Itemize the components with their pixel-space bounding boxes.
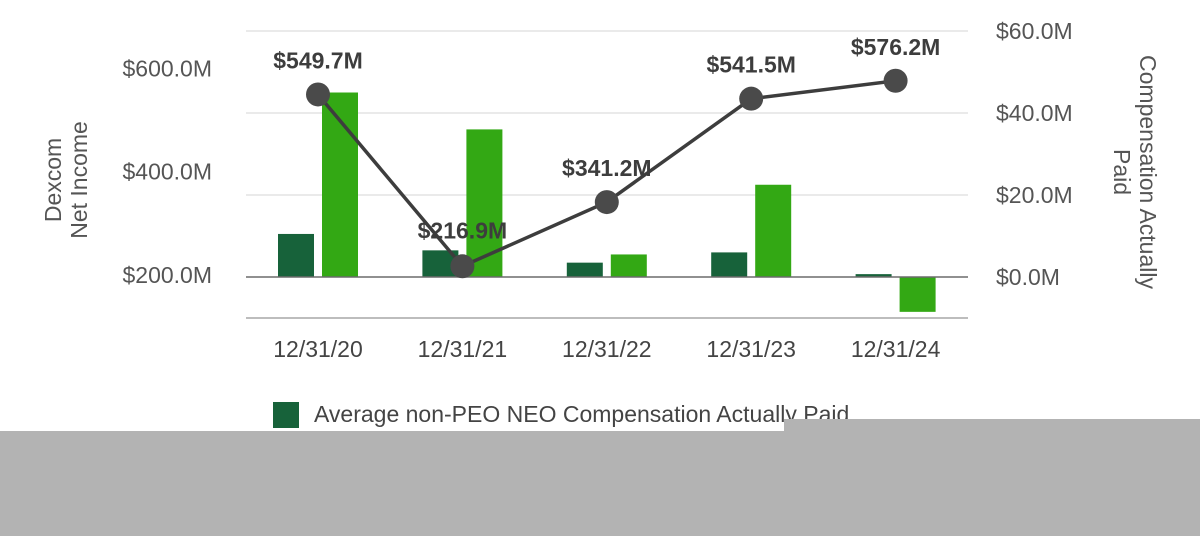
left-axis-ticks: $200.0M $400.0M $600.0M — [122, 55, 212, 288]
right-axis-title-line: Compensation Actually — [1135, 55, 1161, 289]
gray-overlay — [0, 431, 1200, 536]
right-axis-title: Compensation ActuallyPaid — [1109, 55, 1161, 289]
data-label: $576.2M — [851, 34, 941, 60]
data-label: $549.7M — [273, 47, 363, 73]
right-axis-ticks: $0.0M $20.0M $40.0M $60.0M — [996, 18, 1073, 290]
legend-swatch — [273, 401, 299, 428]
x-axis-tick: 12/31/24 — [851, 336, 941, 362]
x-axis-tick: 12/31/22 — [562, 336, 652, 362]
left-axis-title: DexcomNet Income — [40, 121, 92, 239]
data-label: $541.5M — [706, 52, 796, 78]
bar-non-peo-cap — [711, 252, 748, 277]
bar-non-peo-cap — [566, 262, 603, 277]
legend: Average non-PEO NEO Compensation Actuall… — [273, 401, 849, 428]
x-axis-tick: 12/31/23 — [706, 336, 796, 362]
bars — [278, 92, 936, 312]
bar-non-peo-cap — [278, 233, 314, 277]
right-axis-tick: $20.0M — [996, 182, 1073, 208]
net-income-point — [450, 254, 475, 279]
left-axis-tick: $200.0M — [122, 262, 212, 288]
right-axis-tick: $40.0M — [996, 100, 1073, 126]
bar-secondary — [610, 254, 647, 277]
left-axis-title-line: Dexcom — [40, 138, 66, 222]
bar-non-peo-cap — [855, 274, 892, 277]
data-label: $341.2M — [562, 155, 652, 181]
left-axis-tick: $600.0M — [122, 55, 212, 81]
x-axis-tick: 12/31/21 — [418, 336, 508, 362]
x-axis-ticks: 12/31/20 12/31/21 12/31/22 12/31/23 12/31/24 — [273, 336, 940, 362]
gray-overlay-notch — [784, 419, 1200, 433]
left-axis-title-line: Net Income — [66, 121, 92, 239]
axes — [246, 276, 968, 319]
left-axis-tick: $400.0M — [122, 159, 212, 185]
net-income-point — [739, 86, 764, 111]
data-labels: $549.7M $216.9M $341.2M $541.5M $576.2M — [273, 34, 940, 244]
data-label: $216.9M — [418, 217, 508, 243]
axis-titles: DexcomNet Income Compensation ActuallyPai… — [40, 55, 1161, 289]
right-axis-tick: $0.0M — [996, 264, 1060, 290]
net-income-line — [306, 68, 908, 279]
legend-label: Average non-PEO NEO Compensation Actuall… — [314, 401, 850, 427]
bar-secondary — [755, 184, 792, 277]
net-income-point — [594, 190, 619, 215]
right-axis-title-line: Paid — [1109, 149, 1135, 195]
bar-secondary — [899, 277, 936, 312]
x-axis-tick: 12/31/20 — [273, 336, 363, 362]
right-axis-tick: $60.0M — [996, 18, 1073, 44]
net-income-point — [883, 68, 908, 93]
net-income-point — [306, 82, 330, 107]
